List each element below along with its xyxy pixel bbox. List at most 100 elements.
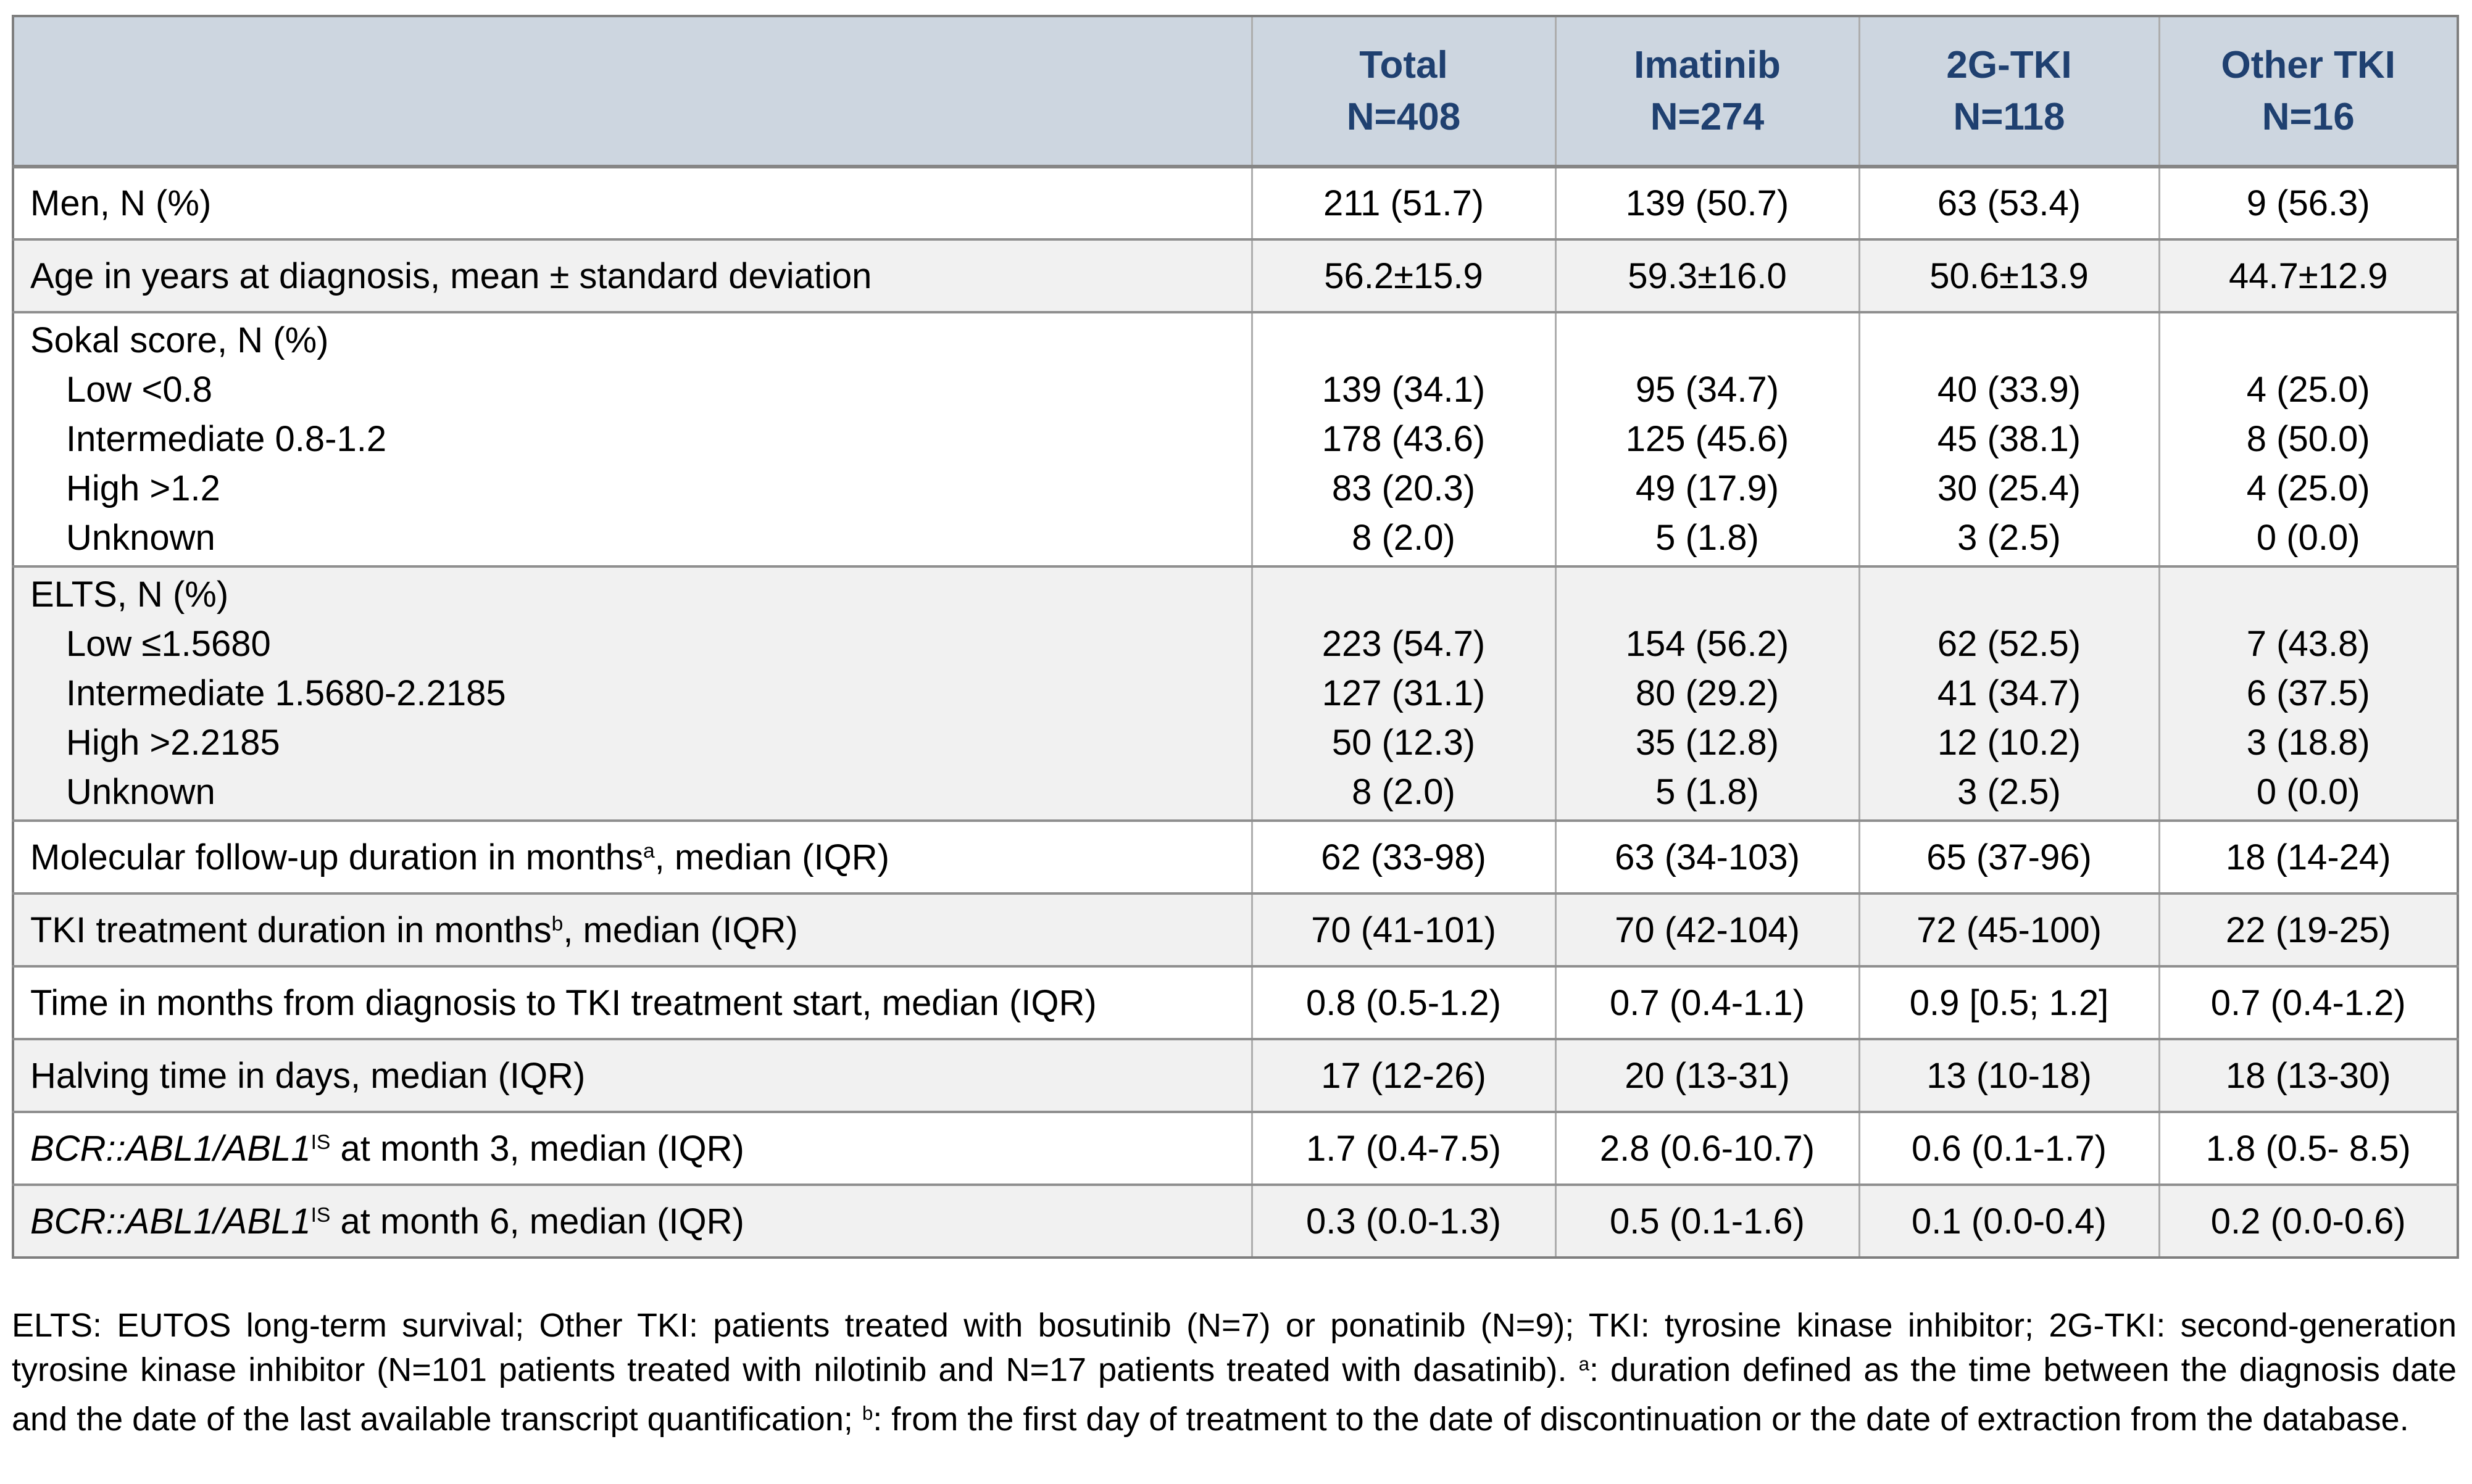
row-value-cell: 62 (33-98) — [1251, 821, 1555, 893]
block-sub-label: Low ≤1.5680 — [66, 624, 271, 664]
block-value-spacer — [2160, 316, 2457, 365]
block-value: 12 (10.2) — [1937, 723, 2081, 763]
column-header-n: N=16 — [2262, 95, 2355, 138]
text-part: Molecular follow-up duration in months — [30, 837, 643, 877]
block-value: 8 (50.0) — [2246, 419, 2370, 459]
text-part: at month 3, median (IQR) — [330, 1128, 744, 1169]
block-value: 3 (18.8) — [2246, 723, 2370, 763]
row-value-cell: 17 (12-26) — [1251, 1039, 1555, 1112]
block-value: 62 (52.5) — [1937, 624, 2081, 664]
row-value-cell: 63 (34-103) — [1554, 821, 1859, 893]
block-value: 8 (2.0) — [1352, 518, 1455, 558]
table-body: Men, N (%) 211 (51.7) 139 (50.7) 63 (53.4) 9… — [13, 167, 2458, 1258]
row-value-cell: 59.3±16.0 — [1554, 239, 1859, 312]
block-sub-label: Unknown — [66, 518, 215, 558]
column-header-name: 2G-TKI — [1946, 43, 2072, 86]
block-value: 4 (25.0) — [2246, 468, 2370, 508]
column-header-n: N=274 — [1650, 95, 1765, 138]
row-value-cell: 0.5 (0.1-1.6) — [1554, 1185, 1859, 1258]
row-value-cell: 50.6±13.9 — [1858, 239, 2159, 312]
column-header-n: N=408 — [1346, 95, 1461, 138]
superscript-text: b — [551, 913, 564, 935]
header-corner-cell — [13, 16, 1252, 167]
block-heading: Sokal score, N (%) — [30, 320, 329, 360]
column-header-2g-tki: 2G-TKI N=118 — [1858, 16, 2159, 167]
column-header-n: N=118 — [1953, 95, 2065, 138]
column-header-name: Other TKI — [2221, 43, 2395, 86]
table-row: Time in months from diagnosis to TKI tre… — [13, 966, 2458, 1039]
table-row: BCR::ABL1/ABL1IS at month 3, median (IQR… — [13, 1112, 2458, 1185]
table-row: Molecular follow-up duration in monthsa,… — [13, 821, 2458, 893]
block-value-spacer — [1253, 316, 1555, 365]
row-value-cell: 70 (41-101) — [1251, 893, 1555, 966]
row-value-cell: 211 (51.7) — [1251, 167, 1555, 239]
block-value: 40 (33.9) — [1937, 370, 2081, 410]
row-value-cell: 0.2 (0.0-0.6) — [2158, 1185, 2458, 1258]
row-value-cell: 18 (13-30) — [2158, 1039, 2458, 1112]
superscript-text: a — [1578, 1353, 1589, 1375]
block-value: 125 (45.6) — [1625, 419, 1789, 459]
block-value: 8 (2.0) — [1352, 772, 1455, 812]
row-label: Time in months from diagnosis to TKI tre… — [13, 966, 1252, 1039]
block-value: 7 (43.8) — [2246, 624, 2370, 664]
text-part: Men, N (%) — [30, 183, 212, 223]
block-value-spacer — [1253, 570, 1555, 620]
text-part: : from the first day of treatment to the… — [873, 1401, 2409, 1438]
table-row: ELTS, N (%) Low ≤1.5680 Intermediate 1.568… — [13, 566, 2458, 821]
block-value-spacer — [2160, 570, 2457, 620]
text-part: ELTS: EUTOS long-term survival; Other TK… — [12, 1307, 2457, 1388]
text-part: Age in years at diagnosis, mean ± standa… — [30, 255, 872, 296]
text-part: TKI treatment duration in months — [30, 910, 552, 950]
column-header-imatinib: Imatinib N=274 — [1554, 16, 1859, 167]
row-value-cell: 154 (56.2) 80 (29.2) 35 (12.8) 5 (1.8) — [1554, 566, 1859, 821]
row-label: Sokal score, N (%) Low <0.8 Intermediate 0… — [13, 312, 1252, 566]
row-value-cell: 7 (43.8) 6 (37.5) 3 (18.8) 0 (0.0) — [2158, 566, 2458, 821]
block-value: 6 (37.5) — [2246, 673, 2370, 713]
row-value-cell: 1.8 (0.5- 8.5) — [2158, 1112, 2458, 1185]
superscript-text: b — [862, 1402, 873, 1424]
row-value-cell: 13 (10-18) — [1858, 1039, 2159, 1112]
row-value-cell: 95 (34.7) 125 (45.6) 49 (17.9) 5 (1.8) — [1554, 312, 1859, 566]
row-value-cell: 20 (13-31) — [1554, 1039, 1859, 1112]
block-value: 5 (1.8) — [1655, 772, 1759, 812]
row-value-cell: 72 (45-100) — [1858, 893, 2159, 966]
row-value-cell: 4 (25.0) 8 (50.0) 4 (25.0) 0 (0.0) — [2158, 312, 2458, 566]
table-row: TKI treatment duration in monthsb, media… — [13, 893, 2458, 966]
block-value: 35 (12.8) — [1635, 723, 1779, 763]
column-header-total: Total N=408 — [1251, 16, 1555, 167]
block-value: 45 (38.1) — [1937, 419, 2081, 459]
block-value: 154 (56.2) — [1625, 624, 1789, 664]
table-row: BCR::ABL1/ABL1IS at month 6, median (IQR… — [13, 1185, 2458, 1258]
block-value: 83 (20.3) — [1331, 468, 1476, 508]
table-row: Sokal score, N (%) Low <0.8 Intermediate 0… — [13, 312, 2458, 566]
block-value: 3 (2.5) — [1957, 518, 2061, 558]
row-value-cell: 0.6 (0.1-1.7) — [1858, 1112, 2159, 1185]
block-value: 178 (43.6) — [1321, 419, 1486, 459]
block-value: 5 (1.8) — [1655, 518, 1759, 558]
text-part: Time in months from diagnosis to TKI tre… — [30, 982, 1097, 1023]
block-sub-label: High >2.2185 — [66, 723, 280, 763]
row-value-cell: 0.7 (0.4-1.2) — [2158, 966, 2458, 1039]
row-value-cell: 9 (56.3) — [2158, 167, 2458, 239]
superscript-text: IS — [310, 1131, 331, 1154]
row-value-cell: 0.9 [0.5; 1.2] — [1858, 966, 2159, 1039]
block-value: 3 (2.5) — [1957, 772, 2061, 812]
row-label: Halving time in days, median (IQR) — [13, 1039, 1252, 1112]
text-part: at month 6, median (IQR) — [330, 1201, 744, 1242]
block-value: 95 (34.7) — [1635, 370, 1779, 410]
block-sub-label: Low <0.8 — [66, 370, 213, 410]
table-row: Age in years at diagnosis, mean ± standa… — [13, 239, 2458, 312]
block-sub-label: Intermediate 1.5680-2.2185 — [66, 673, 506, 713]
superscript-text: IS — [310, 1204, 331, 1227]
block-value-spacer — [1860, 570, 2158, 620]
table-row: Halving time in days, median (IQR) 17 (12… — [13, 1039, 2458, 1112]
block-value: 0 (0.0) — [2256, 772, 2360, 812]
characteristics-table: Total N=408 Imatinib N=274 2G-TKI N=118 Other … — [12, 15, 2459, 1259]
italic-gene-name: BCR::ABL1/ABL1 — [30, 1128, 311, 1169]
row-value-cell: 139 (50.7) — [1554, 167, 1859, 239]
row-label: BCR::ABL1/ABL1IS at month 3, median (IQR… — [13, 1112, 1252, 1185]
superscript-text: a — [643, 840, 655, 863]
block-value-spacer — [1557, 570, 1858, 620]
block-sub-label: Intermediate 0.8-1.2 — [66, 419, 387, 459]
